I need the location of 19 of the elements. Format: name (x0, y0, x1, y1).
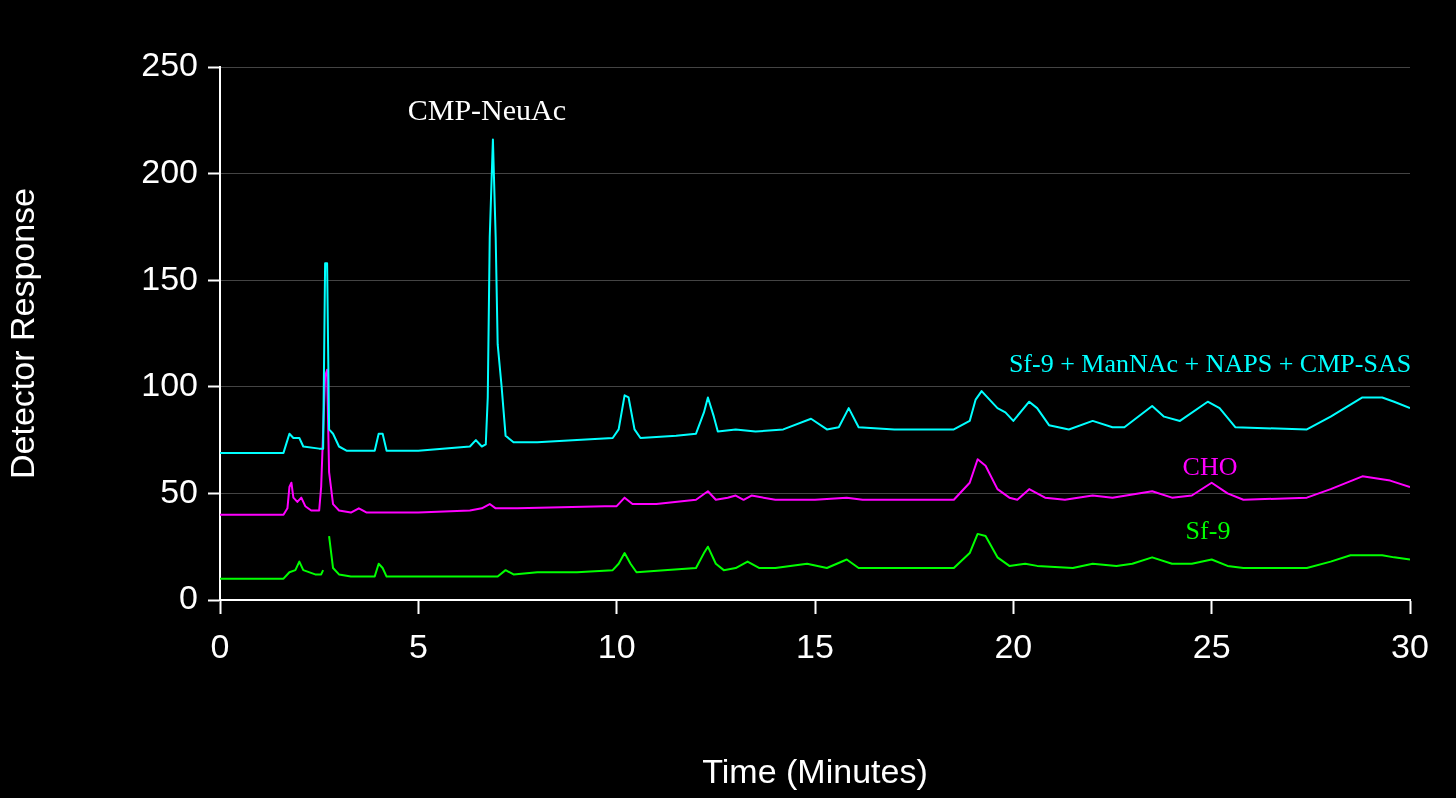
x-tick-label: 30 (1391, 626, 1429, 665)
y-tick-label: 50 (160, 471, 198, 510)
x-tick-label: 25 (1192, 626, 1231, 665)
y-axis-title: Detector Response (2, 187, 41, 480)
y-tick-label: 250 (141, 45, 198, 84)
x-tick-label: 5 (408, 626, 428, 665)
annotation: CMP-NeuAc (407, 93, 567, 127)
y-tick-label: 200 (141, 151, 198, 190)
series-label: CHO (1182, 451, 1238, 481)
y-tick-label: 100 (141, 365, 198, 404)
x-tick-label: 15 (796, 626, 834, 665)
series-label: Sf-9 (1185, 516, 1231, 546)
x-axis-title: Time (Minutes) (702, 751, 928, 790)
x-tick-label: 0 (210, 626, 230, 665)
y-tick-label: 150 (141, 258, 198, 297)
x-tick-label: 10 (597, 626, 636, 665)
y-tick-label: 0 (179, 578, 198, 617)
x-tick-label: 20 (994, 626, 1033, 665)
series-label: Sf-9 + ManNAc + NAPS + CMP-SAS (1008, 348, 1412, 378)
